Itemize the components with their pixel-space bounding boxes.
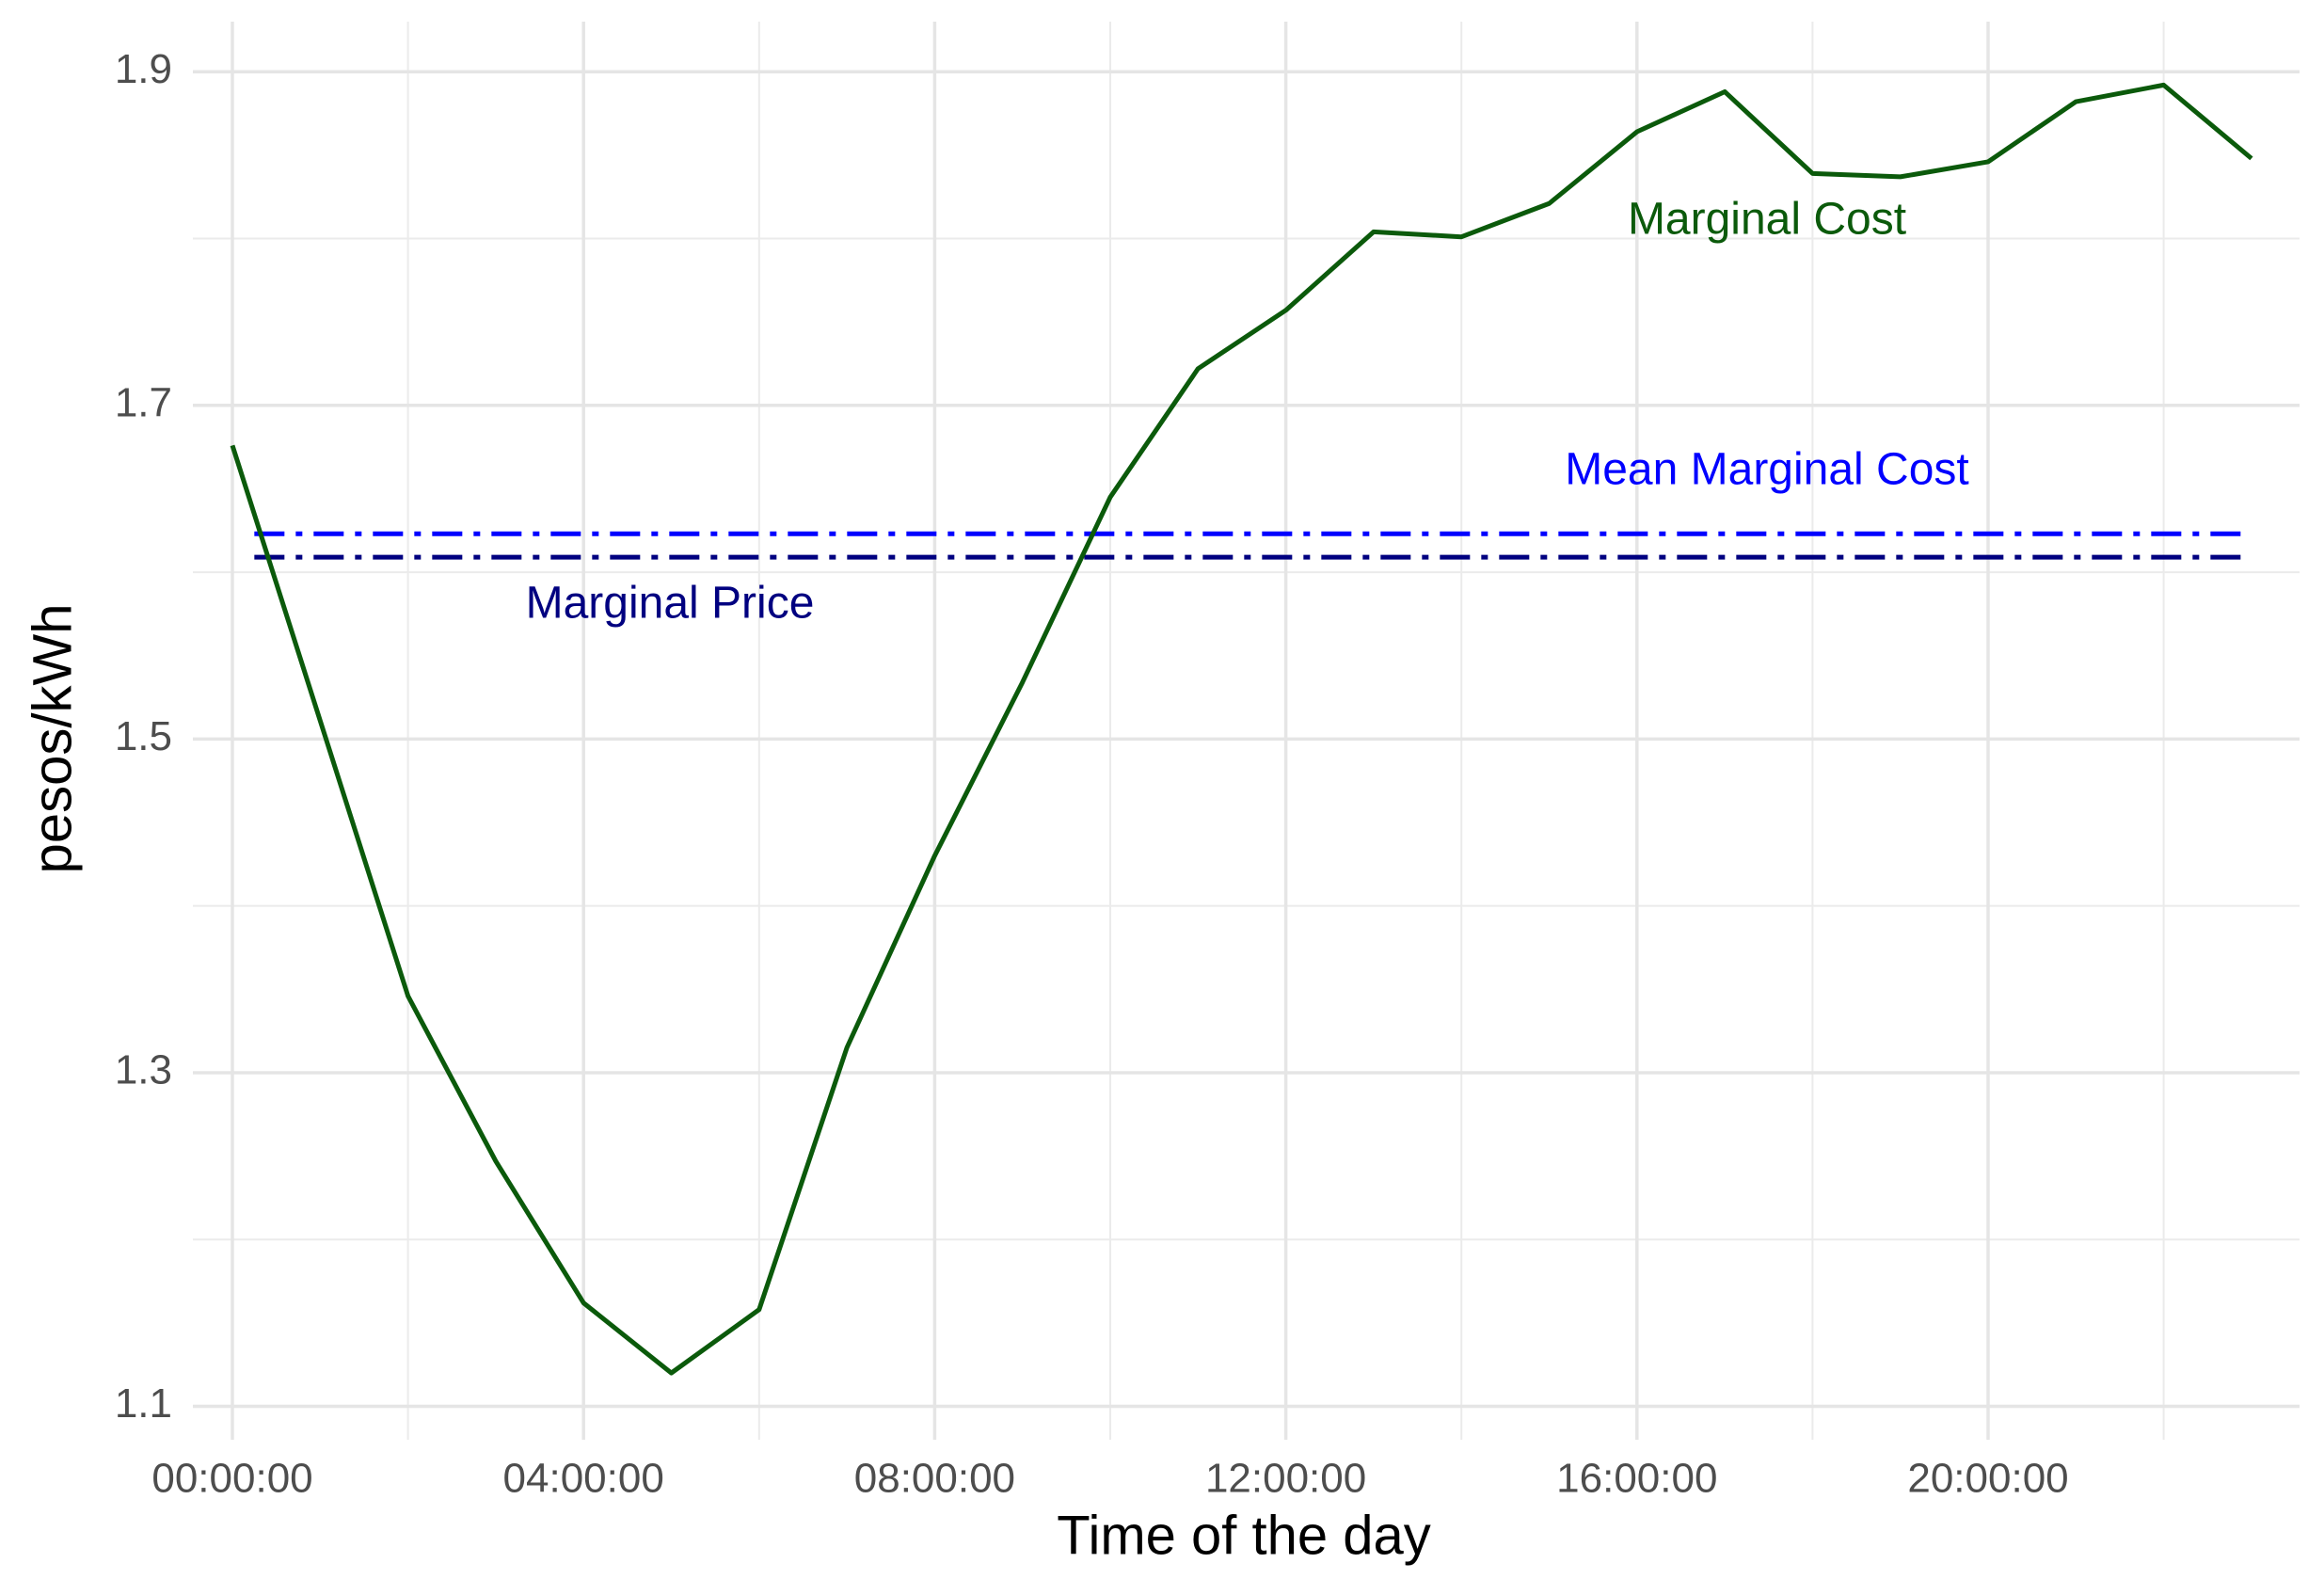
x-tick-label: 16:00:00 (1556, 1456, 1717, 1502)
x-tick-label: 00:00:00 (151, 1456, 312, 1502)
y-tick-label: 1.7 (115, 379, 172, 425)
x-tick-label: 20:00:00 (1907, 1456, 2068, 1502)
y-tick-label: 1.5 (115, 713, 172, 759)
annotation: Marginal Cost (1628, 195, 1906, 245)
annotation: Marginal Price (526, 579, 815, 629)
y-axis-title: pesos/kWh (22, 604, 83, 874)
y-tick-label: 1.9 (115, 46, 172, 92)
x-tick-label: 12:00:00 (1205, 1456, 1366, 1502)
annotation: Mean Marginal Cost (1565, 445, 1969, 495)
y-tick-label: 1.1 (115, 1380, 172, 1427)
x-tick-label: 04:00:00 (503, 1456, 664, 1502)
x-tick-label: 08:00:00 (854, 1456, 1015, 1502)
x-axis-title: Time of the day (1057, 1505, 1431, 1566)
data-line (230, 82, 2253, 1376)
y-tick-label: 1.3 (115, 1047, 172, 1093)
